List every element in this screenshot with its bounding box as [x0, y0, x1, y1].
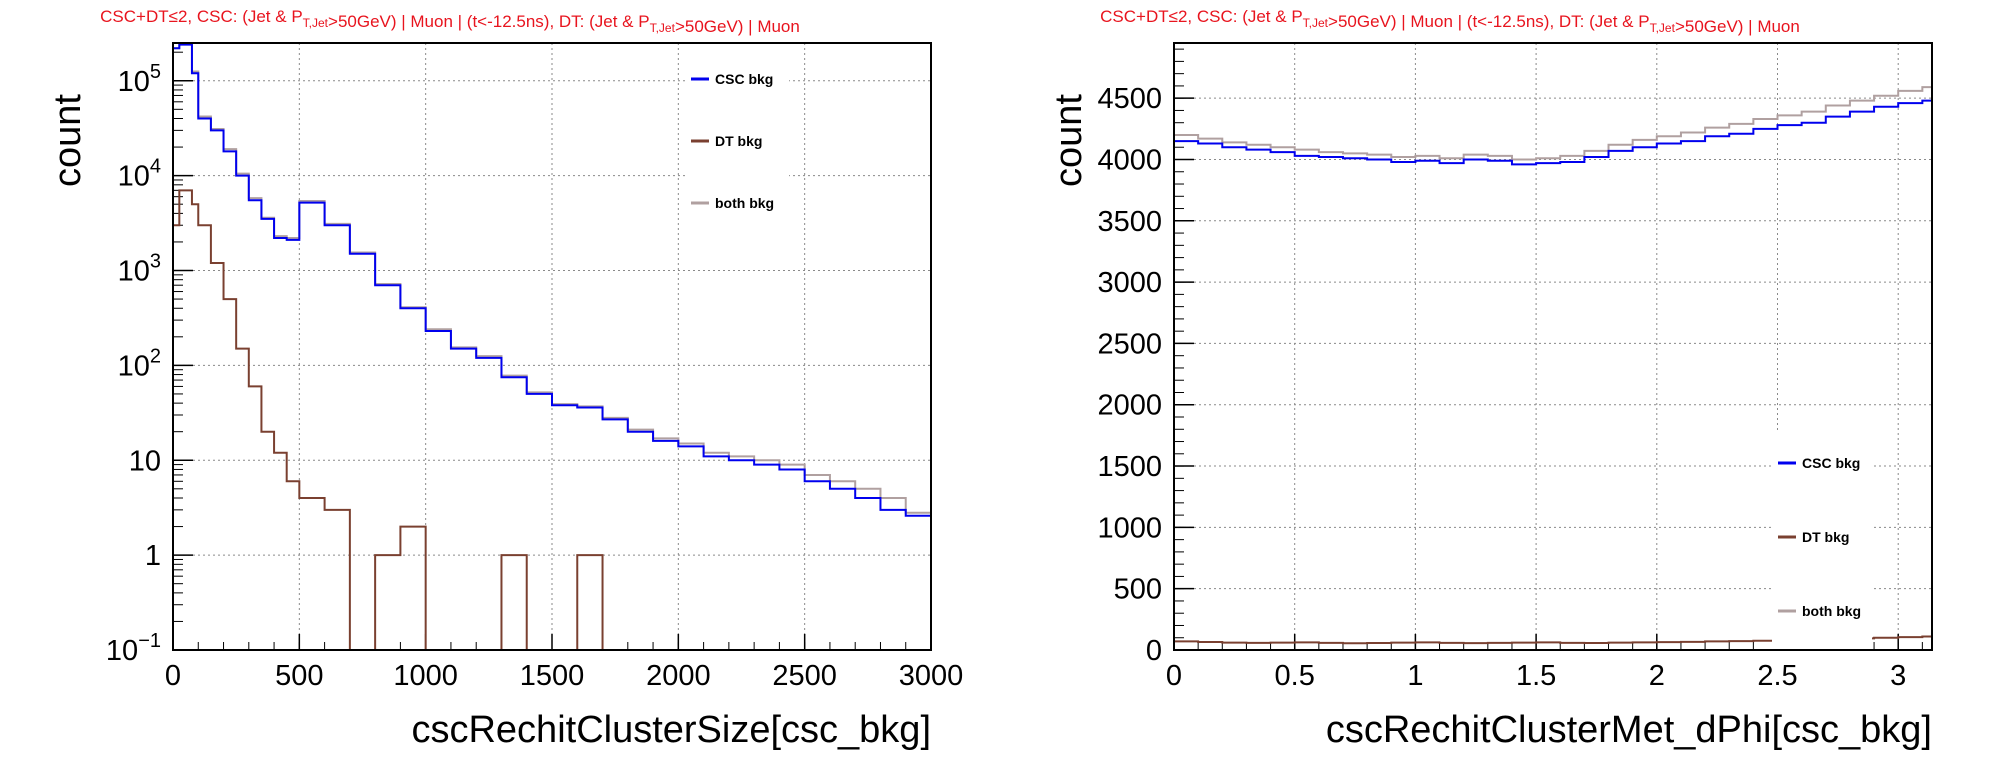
y-tick-label: 500 — [1114, 574, 1162, 606]
plot-frame — [172, 42, 932, 651]
legend-label: CSC bkg — [715, 71, 773, 87]
legend: CSC bkg DT bkg both bkg — [685, 49, 789, 239]
series-layer — [173, 43, 931, 650]
y-axis-label: count — [1048, 94, 1090, 187]
y-tick-label: 0 — [1146, 635, 1162, 667]
series-line-both-bkg — [1174, 86, 1932, 650]
chart-title: CSC+DT≤2, CSC: (Jet & PT,Jet>50GeV) | Mu… — [1100, 7, 1800, 36]
y-tick-label: 102 — [118, 345, 161, 382]
legend: CSC bkg DT bkg both bkg — [1772, 433, 1872, 649]
x-tick-label: 500 — [275, 660, 323, 692]
y-tick-label: 103 — [118, 251, 161, 288]
chart-panel-cluster-size: CSC+DT≤2, CSC: (Jet & PT,Jet>50GeV) | Mu… — [47, 7, 963, 751]
legend-label: DT bkg — [1802, 529, 1849, 545]
y-tick-label: 2500 — [1097, 328, 1162, 360]
y-tick-label: 3500 — [1097, 206, 1162, 238]
x-tick-label: 1.5 — [1516, 660, 1556, 692]
x-tick-label: 1500 — [520, 660, 585, 692]
grid-lines — [173, 43, 931, 650]
series-line-csc-bkg — [173, 43, 931, 650]
x-tick-label: 2500 — [772, 660, 837, 692]
chart-title: CSC+DT≤2, CSC: (Jet & PT,Jet>50GeV) | Mu… — [100, 7, 800, 36]
y-tick-label: 4500 — [1097, 83, 1162, 115]
x-tick-label: 0 — [165, 660, 181, 692]
x-tick-label: 3000 — [899, 660, 964, 692]
y-tick-label: 10 — [129, 445, 161, 477]
axis-ticks: 0 500 1000 1500 2000 2500 3000 10−1 1 10 102 103 104… — [106, 51, 964, 692]
x-axis-label: cscRechitClusterMet_dPhi[csc_bkg] — [1326, 709, 1932, 751]
y-tick-label: 1000 — [1097, 512, 1162, 544]
y-tick-label: 4000 — [1097, 144, 1162, 176]
legend-label: both bkg — [1802, 603, 1861, 619]
y-tick-label: 105 — [118, 61, 161, 98]
x-tick-label: 1 — [1407, 660, 1423, 692]
x-tick-label: 1000 — [393, 660, 458, 692]
y-tick-label: 3000 — [1097, 267, 1162, 299]
x-axis-label: cscRechitClusterSize[csc_bkg] — [411, 709, 931, 751]
x-tick-label: 3 — [1890, 660, 1906, 692]
grid-lines — [1174, 43, 1932, 650]
legend-label: CSC bkg — [1802, 455, 1860, 471]
y-axis-label: count — [47, 94, 89, 187]
plot-frame — [1173, 42, 1933, 651]
x-tick-label: 2 — [1649, 660, 1665, 692]
legend-background — [1772, 433, 1872, 649]
y-tick-label: 2000 — [1097, 390, 1162, 422]
y-tick-label: 104 — [118, 156, 161, 193]
x-tick-label: 0.5 — [1275, 660, 1315, 692]
series-line-both-bkg — [173, 43, 931, 650]
x-tick-label: 2000 — [646, 660, 711, 692]
legend-background — [685, 49, 789, 239]
series-line-csc-bkg — [1174, 99, 1932, 650]
legend-label: both bkg — [715, 195, 774, 211]
x-tick-label: 0 — [1166, 660, 1182, 692]
chart-panel-met-dphi: CSC+DT≤2, CSC: (Jet & PT,Jet>50GeV) | Mu… — [1048, 7, 1933, 751]
y-tick-label: 1 — [145, 540, 161, 572]
y-tick-label: 10−1 — [106, 630, 161, 667]
series-line-dt-bkg — [173, 189, 931, 650]
legend-label: DT bkg — [715, 133, 762, 149]
y-tick-label: 1500 — [1097, 451, 1162, 483]
x-tick-label: 2.5 — [1757, 660, 1797, 692]
